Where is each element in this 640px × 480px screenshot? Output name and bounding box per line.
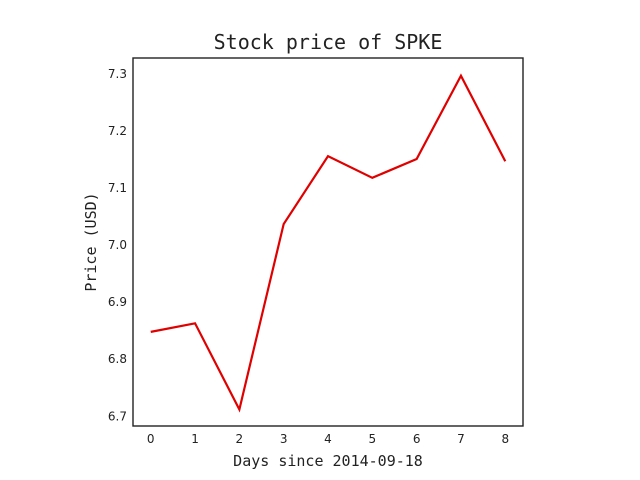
x-tick-label: 1 — [191, 432, 199, 446]
plot-frame — [132, 57, 524, 427]
plot-area: 0 1 2 3 4 5 6 7 8 6.7 6.8 6.9 7.0 7.1 7.2 7.3 — [108, 57, 524, 446]
y-tick-label: 6.7 — [108, 409, 127, 423]
x-tick-label: 8 — [501, 432, 509, 446]
x-tick-label: 6 — [413, 432, 421, 446]
x-tick-label: 7 — [457, 432, 465, 446]
y-tick-label: 7.2 — [108, 124, 127, 138]
x-tick-label: 3 — [280, 432, 288, 446]
y-axis-label: Price (USD) — [82, 192, 100, 291]
y-tick-label: 6.8 — [108, 352, 127, 366]
x-tick-label: 0 — [147, 432, 155, 446]
price-series-line — [150, 73, 507, 413]
y-tick-label: 7.1 — [108, 181, 127, 195]
y-tick-label: 6.9 — [108, 295, 127, 309]
x-tick-label: 5 — [368, 432, 376, 446]
x-axis-label: Days since 2014-09-18 — [233, 452, 423, 470]
y-tick-label: 7.0 — [108, 238, 127, 252]
y-tick-label: 7.3 — [108, 67, 127, 81]
chart-title: Stock price of SPKE — [214, 30, 443, 54]
x-tick-label: 4 — [324, 432, 332, 446]
x-tick-label: 2 — [236, 432, 244, 446]
